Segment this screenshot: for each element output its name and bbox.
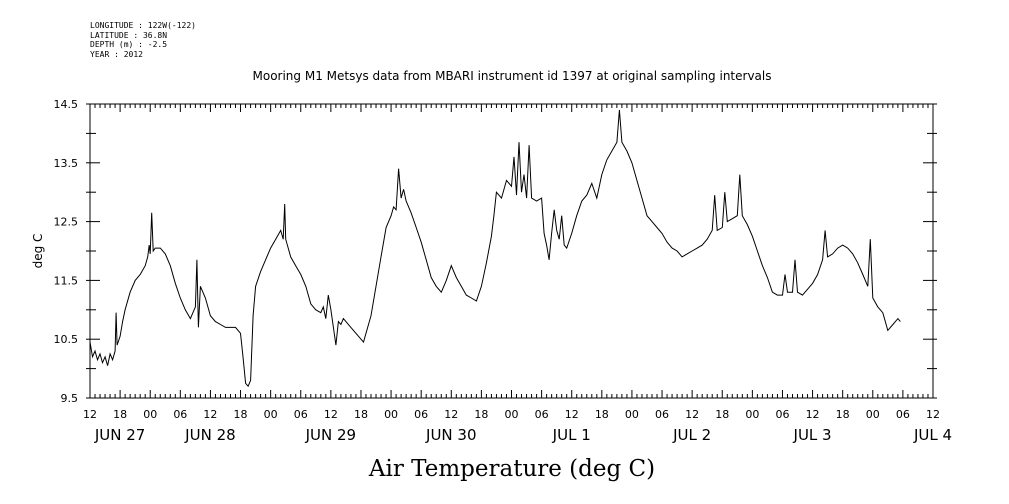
date-label: JUL 1 [552,426,591,444]
y-tick-label: 13.5 [54,157,79,170]
x-axis-title: Air Temperature (deg C) [368,456,655,482]
x-axis: 12 18 00 06 12 18 00 06 12 18 00 06 12 18 00 06 12 18 00 06… [83,104,952,444]
x-tick-label: 06 [414,408,428,421]
date-label: JUL 2 [672,426,711,444]
y-tick-label: 9.5 [61,392,79,405]
x-tick-label: 00 [264,408,278,421]
temperature-series-line [89,109,901,388]
x-tick-label: 06 [535,408,549,421]
depth-label: DEPTH (m) : -2.5 [90,40,168,49]
x-tick-label: 12 [806,408,820,421]
x-tick-label: 18 [474,408,488,421]
x-tick-label: 00 [143,408,157,421]
y-tick-label: 10.5 [54,333,79,346]
latitude-label: LATITUDE : 36.8N [90,30,168,40]
x-tick-label: 12 [685,408,699,421]
date-label: JUL 4 [913,426,952,444]
y-axis: 9.5 10.5 11.5 12.5 13.5 14.5 [54,98,937,405]
x-tick-label: 00 [384,408,398,421]
x-tick-label: 06 [294,408,308,421]
date-label: JUN 29 [305,426,356,444]
x-tick-label: 00 [625,408,639,421]
date-label: JUN 27 [94,426,145,444]
x-tick-label: 12 [83,408,97,421]
x-tick-label: 12 [565,408,579,421]
x-tick-label: 06 [896,408,910,421]
x-tick-label: 06 [775,408,789,421]
x-tick-label: 18 [715,408,729,421]
x-tick-label: 12 [203,408,217,421]
x-tick-label: 06 [173,408,187,421]
date-label: JUN 30 [425,426,476,444]
date-label: JUL 3 [793,426,832,444]
x-tick-label: 00 [745,408,759,421]
x-tick-label: 18 [836,408,850,421]
x-tick-label: 18 [354,408,368,421]
chart-title: Mooring M1 Metsys data from MBARI instru… [253,69,772,83]
longitude-label: LONGITUDE : 122W(-122) [90,21,196,30]
y-tick-label: 14.5 [54,98,79,111]
y-tick-label: 12.5 [54,216,79,229]
x-tick-label: 18 [234,408,248,421]
plot-frame [89,103,934,399]
x-tick-label: 12 [926,408,940,421]
x-tick-label: 12 [444,408,458,421]
x-tick-label: 00 [866,408,880,421]
x-tick-label: 18 [595,408,609,421]
y-axis-label: deg C [31,234,45,269]
x-tick-label: 18 [113,408,127,421]
y-tick-label: 11.5 [54,274,79,287]
metadata-block: LONGITUDE : 122W(-122) LATITUDE : 36.8N … [90,21,196,59]
x-tick-label: 12 [324,408,338,421]
year-label: YEAR : 2012 [90,49,143,59]
x-tick-label: 06 [655,408,669,421]
date-label: JUN 28 [184,426,235,444]
x-tick-label: 00 [505,408,519,421]
